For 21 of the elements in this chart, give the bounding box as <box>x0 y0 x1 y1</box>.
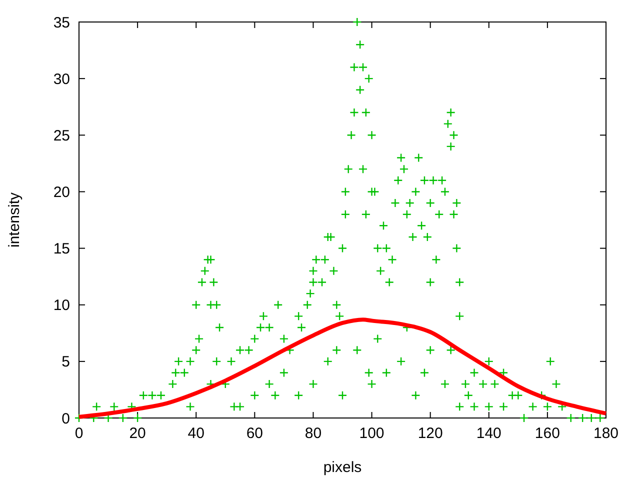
x-axis-title: pixels <box>323 459 362 476</box>
x-tick-label: 100 <box>359 425 384 442</box>
line-series <box>77 318 608 419</box>
x-tick-label: 0 <box>74 425 84 442</box>
y-axis-title: intensity <box>6 192 23 248</box>
y-tick-label: 35 <box>53 14 70 32</box>
x-tick-label: 40 <box>188 425 204 442</box>
y-tick-label: 20 <box>53 184 70 201</box>
y-tick-label: 5 <box>62 354 70 371</box>
x-tick-label: 20 <box>129 425 146 442</box>
y-tick-label: 25 <box>53 127 70 144</box>
x-tick-label: 140 <box>476 425 502 442</box>
x-tick-label: 120 <box>418 425 443 442</box>
y-tick-label: 30 <box>53 70 70 88</box>
x-tick-label: 160 <box>534 425 560 442</box>
x-tick-label: 60 <box>246 425 264 442</box>
y-tick-label: 0 <box>62 410 70 428</box>
y-tick-label: 10 <box>53 297 70 314</box>
x-tick-label: 180 <box>593 425 619 442</box>
y-tick-label: 15 <box>53 240 70 258</box>
x-tick-label: 80 <box>304 425 322 442</box>
